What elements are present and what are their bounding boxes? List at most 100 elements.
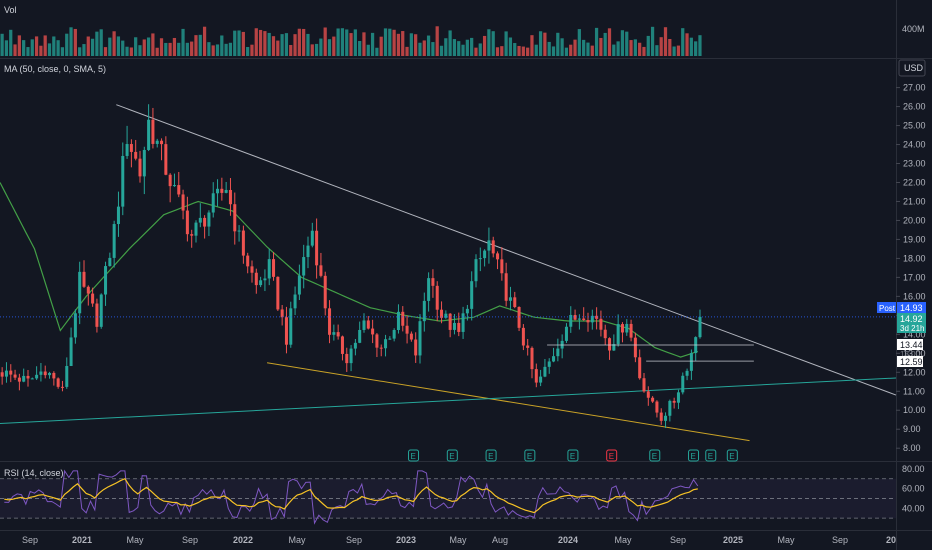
volume-bar <box>57 40 60 56</box>
volume-bar <box>608 28 611 56</box>
volume-bar <box>578 29 581 56</box>
candle-body <box>358 330 361 343</box>
candle-body <box>548 361 551 366</box>
candle-body <box>608 338 611 350</box>
volume-bar <box>548 42 551 56</box>
volume-bar <box>530 35 533 56</box>
candle-body <box>255 273 258 285</box>
candle-body <box>160 141 163 144</box>
volume-bar <box>423 40 426 56</box>
candle-body <box>638 357 641 378</box>
volume-bar <box>52 36 55 56</box>
volume-bar <box>440 46 443 56</box>
candle-body <box>65 366 68 387</box>
volume-bar <box>229 43 232 56</box>
volume-bar <box>517 46 520 56</box>
candle-body <box>522 328 525 346</box>
candle-body <box>604 330 607 338</box>
candle-body <box>345 354 348 363</box>
candle-body <box>642 378 645 391</box>
volume-bar <box>505 31 508 56</box>
volume-bar <box>397 34 400 56</box>
volume-bar <box>393 30 396 56</box>
earnings-marker-label: E <box>488 452 493 461</box>
volume-bar <box>492 31 495 56</box>
volume-bar <box>177 43 180 56</box>
x-tick-label: May <box>777 535 795 545</box>
volume-bar <box>483 36 486 56</box>
candle-body <box>556 349 559 357</box>
candle-body <box>380 348 383 349</box>
y-tick-label: 16.00 <box>903 291 926 301</box>
candle-body <box>513 297 516 307</box>
volume-bar <box>375 48 378 56</box>
rsi-tick-label: 60.00 <box>902 484 925 494</box>
candle-body <box>552 356 555 361</box>
rsi-axis: 80.0060.0040.00 <box>902 464 925 513</box>
x-tick-label: 2021 <box>72 535 92 545</box>
candle-body <box>324 276 327 308</box>
volume-bar <box>130 47 133 56</box>
volume-bar <box>509 38 512 56</box>
candle-body <box>509 297 512 300</box>
volume-bar <box>354 29 357 56</box>
candle-body <box>582 319 585 320</box>
volume-bar <box>573 40 576 56</box>
candle-body <box>436 286 439 310</box>
candle-body <box>156 141 159 144</box>
volume-bar <box>134 37 137 56</box>
volume-bar <box>612 45 615 56</box>
x-tick-label: May <box>288 535 306 545</box>
candle-body <box>526 346 529 348</box>
volume-bar <box>345 29 348 56</box>
earnings-marker-label: E <box>527 452 532 461</box>
volume-bar <box>513 43 516 56</box>
volume-bar <box>87 37 90 56</box>
candle-body <box>362 320 365 330</box>
volume-bar <box>203 27 206 56</box>
candle-body <box>664 416 667 421</box>
volume-bar <box>104 47 107 56</box>
candle-body <box>599 319 602 330</box>
volume-bar <box>694 41 697 56</box>
candle-body <box>406 326 409 334</box>
candle-body <box>634 338 637 358</box>
candle-body <box>78 272 81 313</box>
candle-body <box>371 329 374 335</box>
volume-bar <box>405 47 408 56</box>
volume-bar <box>69 27 72 56</box>
level-text-13-44: 13.44 <box>900 340 923 350</box>
volume-bar <box>259 30 262 56</box>
volume-bar <box>362 32 365 56</box>
candle-body <box>474 259 477 281</box>
candle-body <box>418 321 421 355</box>
candle-body <box>39 372 42 375</box>
candle-body <box>630 324 633 338</box>
candle-body <box>238 231 241 232</box>
volume-bar <box>181 29 184 56</box>
volume-bar <box>487 29 490 56</box>
candle-body <box>466 309 469 313</box>
candle-body <box>31 378 34 379</box>
candle-body <box>350 349 353 364</box>
volume-bar <box>668 39 671 56</box>
volume-bar <box>22 40 25 56</box>
candle-body <box>207 213 210 227</box>
candle-body <box>225 190 228 193</box>
candle-body <box>393 330 396 339</box>
candle-body <box>367 320 370 328</box>
volume-bar <box>35 36 38 56</box>
volume-bar <box>113 31 116 56</box>
volume-bar <box>233 31 236 56</box>
candle-body <box>586 320 589 322</box>
candle-body <box>341 336 344 353</box>
volume-bar <box>156 48 159 56</box>
x-tick-label: Aug <box>492 535 508 545</box>
candle-body <box>673 401 676 403</box>
candle-body <box>518 307 521 328</box>
volume-bar <box>5 40 8 56</box>
candle-body <box>259 280 262 285</box>
candle-body <box>539 377 542 383</box>
candle-body <box>655 402 658 413</box>
